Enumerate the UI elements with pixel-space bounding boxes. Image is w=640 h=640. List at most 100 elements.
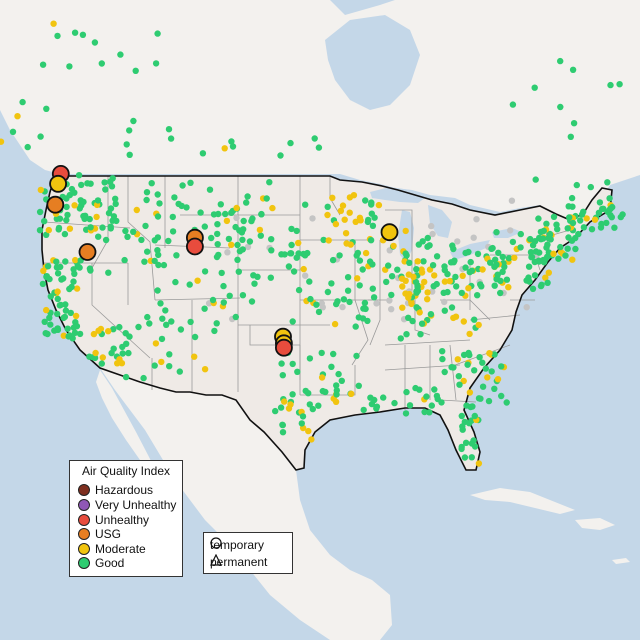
- good-monitor-dot: [76, 330, 84, 338]
- good-monitor-dot: [488, 368, 495, 375]
- good-monitor-dot: [154, 213, 162, 220]
- good-monitor-dot: [444, 288, 451, 296]
- moderate-monitor-dot: [92, 349, 99, 357]
- good-monitor-dot: [356, 282, 363, 289]
- monitor-dot: [473, 216, 480, 223]
- highlight-monitor-layer: [46, 164, 399, 357]
- moderate-monitor-dot: [465, 285, 472, 292]
- good-dot-icon: [78, 557, 90, 569]
- moderate-monitor-dot: [105, 328, 112, 335]
- good-monitor-dot: [353, 252, 360, 259]
- good-monitor-dot: [497, 289, 504, 297]
- moderate-monitor-dot: [431, 272, 438, 279]
- moderate-monitor-dot: [460, 377, 467, 385]
- good-monitor-dot: [254, 273, 261, 280]
- moderate-monitor-dot: [424, 296, 431, 303]
- good-monitor-dot: [201, 305, 208, 312]
- good-monitor-dot: [248, 298, 256, 305]
- good-monitor-dot: [58, 276, 65, 283]
- good-monitor-dot: [456, 381, 463, 388]
- good-monitor-dot: [475, 395, 483, 402]
- good-monitor-dot: [540, 259, 548, 266]
- moderate-monitor-dot: [73, 285, 81, 292]
- good-monitor-dot: [531, 272, 539, 279]
- good-monitor-dot: [62, 307, 70, 314]
- good-monitor-dot: [493, 275, 500, 283]
- good-monitor-dot: [603, 219, 610, 227]
- legend-label: Unhealthy: [95, 513, 150, 527]
- good-monitor-dot: [597, 224, 605, 231]
- moderate-monitor-dot: [223, 217, 231, 225]
- good-monitor-dot: [36, 208, 44, 216]
- good-monitor-dot: [462, 264, 469, 271]
- good-monitor-dot: [186, 281, 193, 288]
- good-monitor-dot: [215, 210, 222, 218]
- good-monitor-dot: [388, 291, 395, 299]
- good-monitor-dot: [578, 211, 586, 218]
- lake-superior: [370, 187, 425, 203]
- good-monitor-dot: [455, 373, 462, 380]
- monitor-type-legend: temporary permanent: [203, 532, 293, 574]
- good-monitor-dot: [451, 257, 458, 264]
- good-monitor-dot: [555, 255, 562, 262]
- good-monitor-dot: [9, 128, 17, 135]
- good-monitor-dot: [487, 259, 494, 266]
- good-monitor-dot: [448, 364, 455, 371]
- good-monitor-dot: [406, 259, 413, 266]
- good-monitor-dot: [71, 270, 78, 277]
- good-monitor-dot: [232, 313, 239, 321]
- good-monitor-dot: [62, 258, 69, 265]
- good-monitor-dot: [318, 349, 325, 357]
- good-monitor-dot: [234, 256, 241, 263]
- good-monitor-dot: [158, 335, 166, 343]
- good-monitor-dot: [61, 230, 69, 238]
- good-monitor-dot: [123, 340, 130, 347]
- good-monitor-dot: [214, 221, 221, 228]
- good-monitor-dot: [199, 150, 207, 157]
- good-monitor-dot: [172, 278, 179, 286]
- good-monitor-dot: [313, 301, 320, 308]
- good-monitor-dot: [277, 404, 285, 411]
- good-monitor-dot: [461, 454, 469, 461]
- good-monitor-dot: [55, 224, 63, 232]
- good-monitor-dot: [394, 266, 401, 273]
- good-monitor-dot: [361, 299, 369, 307]
- good-monitor-dot: [63, 195, 70, 202]
- good-monitor-dot: [460, 351, 468, 359]
- good-monitor-dot: [44, 263, 52, 270]
- good-monitor-dot: [333, 382, 340, 389]
- good-monitor-dot: [543, 244, 550, 251]
- good-monitor-dot: [243, 199, 250, 206]
- legend-label: permanent: [210, 555, 268, 569]
- good-monitor-dot: [238, 229, 246, 236]
- unhealthy-temporary-monitor: [274, 338, 293, 357]
- good-monitor-dot: [336, 252, 343, 259]
- good-monitor-dot: [288, 241, 295, 249]
- good-monitor-dot: [360, 305, 367, 312]
- good-monitor-dot: [463, 402, 470, 409]
- good-monitor-dot: [617, 213, 624, 221]
- moderate-monitor-dot: [45, 226, 52, 234]
- good-monitor-dot: [293, 227, 300, 235]
- moderate-monitor-dot: [406, 290, 413, 298]
- good-monitor-dot: [550, 213, 558, 220]
- good-monitor-dot: [474, 292, 481, 299]
- good-monitor-dot: [201, 223, 208, 230]
- good-monitor-dot: [183, 204, 190, 211]
- good-monitor-dot: [146, 320, 153, 327]
- good-monitor-dot: [362, 197, 369, 204]
- good-monitor-dot: [471, 367, 478, 374]
- good-monitor-dot: [439, 348, 446, 355]
- good-monitor-dot: [42, 330, 49, 337]
- good-monitor-dot: [405, 314, 412, 321]
- moderate-monitor-dot: [390, 242, 397, 250]
- moderate-monitor-dot: [421, 278, 428, 286]
- good-monitor-dot: [268, 236, 275, 243]
- good-monitor-dot: [526, 278, 533, 285]
- good-monitor-dot: [403, 331, 410, 338]
- good-monitor-dot: [388, 273, 396, 280]
- good-monitor-dot: [402, 250, 409, 257]
- good-monitor-dot: [79, 31, 87, 38]
- good-monitor-dot: [489, 244, 496, 252]
- good-monitor-dot: [159, 315, 166, 322]
